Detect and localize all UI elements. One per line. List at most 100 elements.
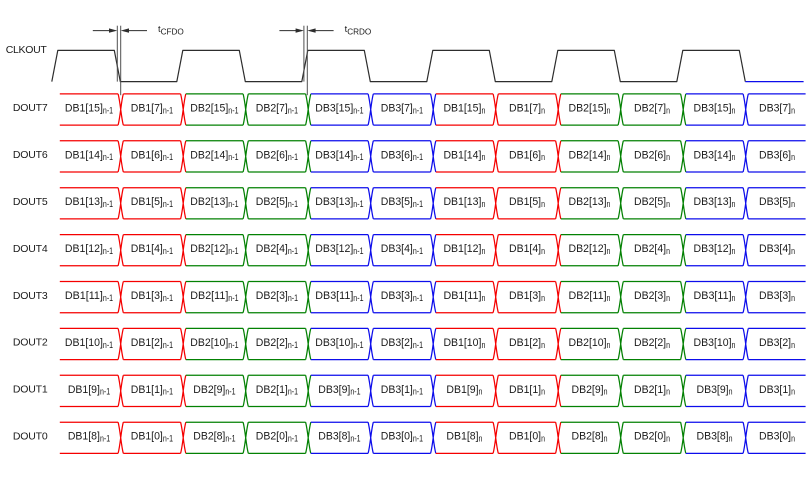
svg-text:DB2[0]n: DB2[0]n [634,431,670,444]
svg-text:DB2[10]n: DB2[10]n [569,337,611,350]
svg-text:DB1[0]n-1: DB1[0]n-1 [131,431,173,444]
svg-text:DB2[9]n: DB2[9]n [572,384,608,397]
svg-text:DB3[9]n-1: DB3[9]n-1 [318,384,360,397]
svg-text:DB3[8]n: DB3[8]n [697,431,733,444]
svg-text:DB2[6]n-1: DB2[6]n-1 [256,149,298,162]
svg-text:DB3[2]n: DB3[2]n [759,337,795,350]
svg-text:DB2[14]n: DB2[14]n [569,149,611,162]
svg-text:DB2[12]n: DB2[12]n [569,243,611,256]
svg-text:DB3[12]n: DB3[12]n [694,243,736,256]
svg-text:DOUT4: DOUT4 [13,243,48,255]
svg-text:DB3[7]n-1: DB3[7]n-1 [381,102,423,115]
svg-text:DB3[6]n-1: DB3[6]n-1 [381,149,423,162]
svg-text:DB3[5]n: DB3[5]n [759,196,795,209]
svg-text:DB1[8]n-1: DB1[8]n-1 [68,431,110,444]
svg-text:DB1[0]n: DB1[0]n [509,431,545,444]
svg-text:DB1[9]n: DB1[9]n [446,384,482,397]
svg-text:DB2[3]n: DB2[3]n [634,290,670,303]
svg-text:DB3[0]n: DB3[0]n [759,431,795,444]
svg-text:DB1[3]n-1: DB1[3]n-1 [131,290,173,303]
svg-text:DB2[5]n: DB2[5]n [634,196,670,209]
svg-text:DB1[3]n: DB1[3]n [509,290,545,303]
svg-text:DB3[2]n-1: DB3[2]n-1 [381,337,423,350]
svg-text:DB2[6]n: DB2[6]n [634,149,670,162]
svg-text:DB2[14]n-1: DB2[14]n-1 [190,149,238,162]
svg-text:DB3[1]n: DB3[1]n [759,384,795,397]
svg-text:DB3[14]n: DB3[14]n [694,149,736,162]
svg-text:DB3[9]n: DB3[9]n [697,384,733,397]
svg-text:DB1[15]n: DB1[15]n [443,102,485,115]
svg-text:DB3[13]n-1: DB3[13]n-1 [315,196,363,209]
svg-text:DB2[7]n-1: DB2[7]n-1 [256,102,298,115]
svg-text:DB2[2]n-1: DB2[2]n-1 [256,337,298,350]
svg-text:DB2[12]n-1: DB2[12]n-1 [190,243,238,256]
svg-text:DB2[1]n: DB2[1]n [634,384,670,397]
svg-text:DB1[11]n-1: DB1[11]n-1 [65,290,113,303]
svg-text:DOUT0: DOUT0 [13,431,48,443]
svg-text:DB1[6]n-1: DB1[6]n-1 [131,149,173,162]
svg-text:DB1[2]n: DB1[2]n [509,337,545,350]
svg-text:DB2[3]n-1: DB2[3]n-1 [256,290,298,303]
svg-text:DB1[11]n: DB1[11]n [443,290,485,303]
svg-text:DB2[15]n-1: DB2[15]n-1 [190,102,238,115]
svg-text:DOUT3: DOUT3 [13,290,48,302]
svg-text:DB1[9]n-1: DB1[9]n-1 [68,384,110,397]
svg-text:DB2[4]n-1: DB2[4]n-1 [256,243,298,256]
svg-text:DB1[15]n-1: DB1[15]n-1 [65,102,113,115]
svg-text:DB1[4]n: DB1[4]n [509,243,545,256]
svg-text:DB1[12]n: DB1[12]n [443,243,485,256]
svg-text:DB3[11]n: DB3[11]n [694,290,736,303]
svg-text:DB1[6]n: DB1[6]n [509,149,545,162]
svg-text:DB1[10]n: DB1[10]n [443,337,485,350]
svg-text:DB3[8]n-1: DB3[8]n-1 [318,431,360,444]
svg-text:DB3[15]n: DB3[15]n [694,102,736,115]
svg-text:DB2[5]n-1: DB2[5]n-1 [256,196,298,209]
svg-text:DB1[1]n: DB1[1]n [509,384,545,397]
svg-text:DB1[14]n-1: DB1[14]n-1 [65,149,113,162]
svg-text:DB3[3]n: DB3[3]n [759,290,795,303]
svg-text:DB2[11]n-1: DB2[11]n-1 [190,290,238,303]
svg-text:DB3[15]n-1: DB3[15]n-1 [315,102,363,115]
svg-text:DOUT6: DOUT6 [13,149,48,161]
svg-text:tCRDO: tCRDO [345,24,372,36]
svg-text:DB3[4]n: DB3[4]n [759,243,795,256]
svg-text:DB1[1]n-1: DB1[1]n-1 [131,384,173,397]
svg-text:DB2[0]n-1: DB2[0]n-1 [256,431,298,444]
svg-text:DB3[5]n-1: DB3[5]n-1 [381,196,423,209]
svg-text:DB1[10]n-1: DB1[10]n-1 [65,337,113,350]
svg-text:DB3[4]n-1: DB3[4]n-1 [381,243,423,256]
svg-text:DOUT5: DOUT5 [13,196,48,208]
svg-text:DB3[14]n-1: DB3[14]n-1 [315,149,363,162]
svg-text:DB1[7]n-1: DB1[7]n-1 [131,102,173,115]
svg-text:DB1[14]n: DB1[14]n [443,149,485,162]
svg-text:DB3[10]n-1: DB3[10]n-1 [315,337,363,350]
svg-text:DB3[0]n-1: DB3[0]n-1 [381,431,423,444]
svg-text:DB3[13]n: DB3[13]n [694,196,736,209]
svg-text:DB1[5]n: DB1[5]n [509,196,545,209]
svg-text:DB2[13]n: DB2[13]n [569,196,611,209]
svg-text:CLKOUT: CLKOUT [6,44,48,56]
svg-text:DB3[11]n-1: DB3[11]n-1 [315,290,363,303]
svg-text:DB2[8]n-1: DB2[8]n-1 [193,431,235,444]
svg-text:DB3[10]n: DB3[10]n [694,337,736,350]
svg-text:DB2[7]n: DB2[7]n [634,102,670,115]
svg-text:DOUT7: DOUT7 [13,102,48,114]
svg-text:DB2[1]n-1: DB2[1]n-1 [256,384,298,397]
svg-text:DB1[13]n: DB1[13]n [443,196,485,209]
svg-text:DB1[12]n-1: DB1[12]n-1 [65,243,113,256]
svg-text:DOUT2: DOUT2 [13,337,48,349]
svg-text:DB1[2]n-1: DB1[2]n-1 [131,337,173,350]
svg-text:DB3[3]n-1: DB3[3]n-1 [381,290,423,303]
svg-text:DB1[7]n: DB1[7]n [509,102,545,115]
svg-text:DB2[9]n-1: DB2[9]n-1 [193,384,235,397]
svg-text:DB3[6]n: DB3[6]n [759,149,795,162]
svg-text:DOUT1: DOUT1 [13,384,48,396]
svg-text:DB2[15]n: DB2[15]n [569,102,611,115]
svg-text:tCFDO: tCFDO [158,24,184,36]
svg-text:DB3[12]n-1: DB3[12]n-1 [315,243,363,256]
svg-text:DB1[13]n-1: DB1[13]n-1 [65,196,113,209]
svg-text:DB2[2]n: DB2[2]n [634,337,670,350]
svg-text:DB1[8]n: DB1[8]n [446,431,482,444]
svg-text:DB2[11]n: DB2[11]n [569,290,611,303]
svg-text:DB2[10]n-1: DB2[10]n-1 [190,337,238,350]
